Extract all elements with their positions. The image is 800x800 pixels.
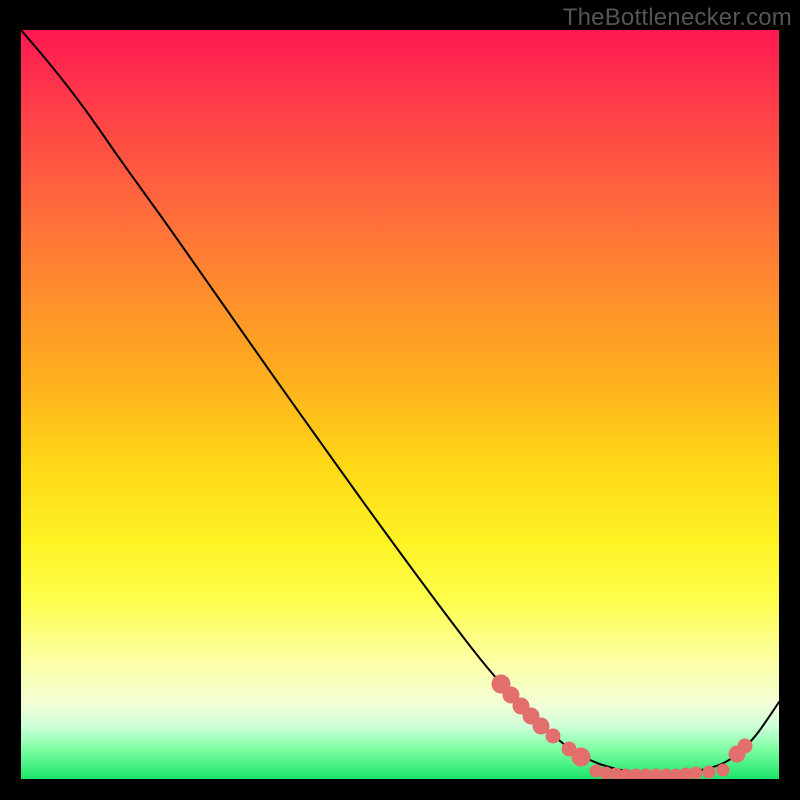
marker-group [492, 675, 752, 779]
data-line [21, 30, 779, 774]
data-marker [717, 764, 729, 776]
chart-stage: TheBottlenecker.com [0, 0, 800, 800]
data-marker [738, 739, 752, 753]
data-marker [703, 766, 715, 778]
watermark-text: TheBottlenecker.com [563, 4, 792, 32]
data-marker [572, 748, 590, 766]
plot-area [21, 30, 779, 779]
data-marker [533, 718, 549, 734]
data-marker [690, 767, 702, 779]
data-marker [546, 729, 560, 743]
curve-svg [21, 30, 779, 779]
